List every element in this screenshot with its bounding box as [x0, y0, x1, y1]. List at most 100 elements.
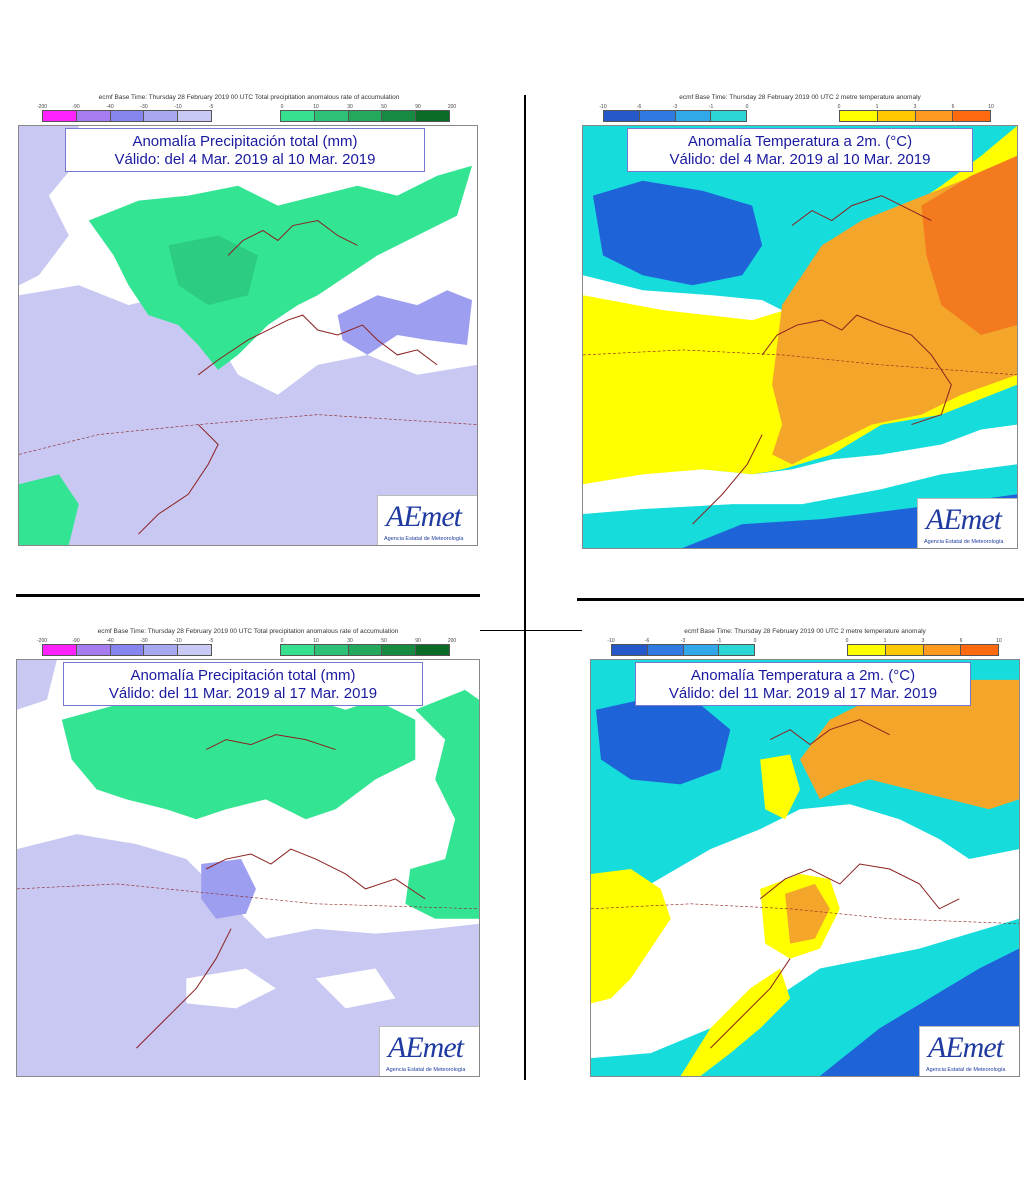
legend-swatch: [76, 111, 111, 121]
coastline: [769, 719, 890, 746]
legend-swatch: [382, 645, 417, 655]
map-region: [17, 834, 479, 1076]
precip-panel-week2: ecmf Base Time: Thursday 28 February 201…: [16, 628, 480, 1078]
legend-swatch: [885, 645, 924, 655]
legend-swatch: [953, 111, 990, 121]
panel-header: ecmf Base Time: Thursday 28 February 201…: [97, 628, 399, 635]
logo-subtitle: Agencia Estatal de Meteorología: [384, 536, 464, 542]
coastline: [138, 424, 219, 535]
map-region: [19, 285, 477, 545]
legend-bar-negative: [611, 644, 755, 656]
logo-wordmark: AEmet: [386, 500, 462, 533]
legend-swatch: [314, 111, 349, 121]
legend-bar-positive: [280, 644, 450, 656]
coastline: [692, 434, 763, 525]
coastline: [759, 863, 960, 910]
center-divider-right: [526, 630, 582, 631]
map-title-line1: Anomalía Temperatura a 2m. (°C): [690, 667, 916, 684]
temp-panel-week2: ecmf Base Time: Thursday 28 February 201…: [590, 628, 1020, 1078]
legend-swatch: [604, 111, 640, 121]
map-region: [337, 290, 473, 355]
logo-wordmark: AEmet: [388, 1031, 464, 1064]
legend-swatch: [877, 111, 916, 121]
precip-map-graphic: [17, 660, 479, 1076]
legend-swatch: [144, 111, 179, 121]
map-region: [583, 424, 1017, 515]
horizontal-divider-right: [577, 598, 1024, 601]
vertical-divider: [524, 95, 526, 1080]
coastline: [17, 883, 479, 910]
coastline: [19, 414, 477, 455]
horizontal-divider-left: [16, 594, 480, 597]
legend-swatch: [110, 111, 145, 121]
logo-subtitle: Agencia Estatal de Meteorología: [386, 1067, 466, 1073]
legend-swatch: [719, 645, 754, 655]
map-region: [19, 126, 79, 286]
map-region: [405, 689, 479, 919]
map-region: [800, 679, 1019, 810]
aemet-logo: AEmet Agencia Estatal de Meteorología: [917, 498, 1017, 548]
legend-swatch: [675, 111, 712, 121]
map-title: Anomalía Temperatura a 2m. (°C) Válido: …: [627, 128, 973, 172]
coastline: [136, 928, 232, 1049]
coastline: [197, 314, 438, 376]
map-region: [785, 883, 830, 944]
legend-swatch: [314, 645, 349, 655]
legend-swatch: [281, 645, 315, 655]
temp-legend: -10 -6 -3 -1 0 0 1 3 6 10: [599, 104, 1000, 126]
coastline: [583, 349, 1017, 376]
legend-bar-negative: [603, 110, 747, 122]
aemet-logo: AEmet Agencia Estatal de Meteorología: [377, 495, 477, 545]
precip-panel-week1: ecmf Base Time: Thursday 28 February 201…: [18, 94, 480, 549]
coastline: [591, 903, 1019, 925]
temp-map-graphic: [591, 660, 1019, 1076]
temp-map-graphic: [583, 126, 1017, 548]
legend-swatch: [711, 111, 746, 121]
coastline: [227, 220, 358, 256]
logo-wordmark: AEmet: [928, 1031, 1004, 1064]
coastline: [205, 734, 336, 751]
temp-legend: -10 -6 -3 -1 0 0 1 3 6 10: [607, 638, 1008, 660]
legend-swatch: [178, 645, 211, 655]
legend-swatch: [348, 111, 383, 121]
precip-legend: -200 -90 -40 -30 -10 -5 0 10 30 50 90 200: [36, 638, 458, 660]
legend-swatch: [683, 645, 720, 655]
map-region: [61, 694, 416, 820]
legend-ticks-negative: -200 -90 -40 -30 -10 -5: [36, 104, 214, 110]
map-title-line1: Anomalía Precipitación total (mm): [130, 667, 356, 684]
legend-swatch: [961, 645, 998, 655]
legend-swatch: [43, 111, 77, 121]
legend-ticks-negative: -10 -6 -3 -1 0: [607, 638, 757, 644]
legend-swatch: [612, 645, 648, 655]
legend-bar-negative: [42, 110, 212, 122]
map-region: [921, 155, 1017, 336]
logo-subtitle: Agencia Estatal de Meteorología: [926, 1067, 1006, 1073]
legend-ticks-positive: 0 1 3 6 10: [845, 638, 1002, 644]
legend-ticks-negative: -200 -90 -40 -30 -10 -5: [36, 638, 214, 644]
legend-bar-positive: [839, 110, 991, 122]
map-title-line2: Válido: del 11 Mar. 2019 al 17 Mar. 2019: [108, 685, 378, 702]
map-title: Anomalía Precipitación total (mm) Válido…: [65, 128, 425, 172]
legend-swatch: [43, 645, 77, 655]
center-divider-left: [480, 630, 524, 631]
map-region: [168, 235, 258, 306]
legend-swatch: [647, 645, 684, 655]
coastline: [205, 848, 426, 900]
panel-header: ecmf Base Time: Thursday 28 February 201…: [684, 628, 926, 635]
legend-swatch: [848, 645, 886, 655]
map-title-line1: Anomalía Temperatura a 2m. (°C): [687, 133, 913, 150]
panel-header: ecmf Base Time: Thursday 28 February 201…: [98, 94, 400, 101]
aemet-logo: AEmet Agencia Estatal de Meteorología: [379, 1026, 479, 1076]
legend-swatch: [915, 111, 954, 121]
logo-wordmark: AEmet: [926, 503, 1002, 536]
legend-swatch: [144, 645, 179, 655]
legend-swatch: [110, 645, 145, 655]
aemet-logo: AEmet Agencia Estatal de Meteorología: [919, 1026, 1019, 1076]
map-title-line1: Anomalía Precipitación total (mm): [132, 133, 358, 150]
precip-map: Anomalía Precipitación total (mm) Válido…: [16, 659, 480, 1077]
precip-map: Anomalía Precipitación total (mm) Válido…: [18, 125, 478, 546]
legend-bar-positive: [280, 110, 450, 122]
map-region: [19, 474, 79, 545]
legend-swatch: [840, 111, 878, 121]
map-region: [591, 868, 671, 1004]
